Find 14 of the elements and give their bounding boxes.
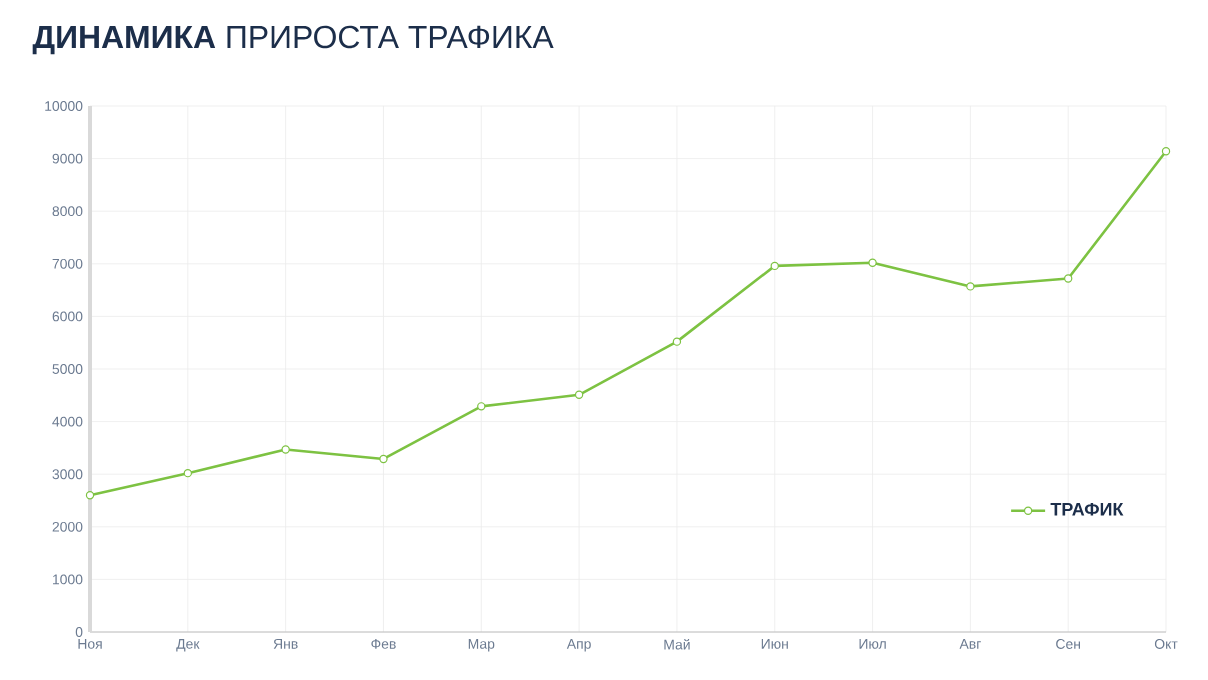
point — [477, 402, 486, 411]
point — [379, 454, 388, 464]
chart-title: ДИНАМИКА ПРИРОСТА ТРАФИКА — [32, 25, 554, 55]
legend-label: ТРАФИК — [1050, 503, 1124, 516]
point — [770, 261, 779, 271]
point — [574, 390, 584, 399]
point — [281, 445, 290, 454]
point — [672, 337, 682, 346]
point — [966, 282, 975, 291]
point — [868, 258, 877, 267]
point — [183, 468, 193, 478]
point — [1161, 147, 1171, 156]
point — [85, 491, 95, 500]
point — [1064, 274, 1073, 283]
